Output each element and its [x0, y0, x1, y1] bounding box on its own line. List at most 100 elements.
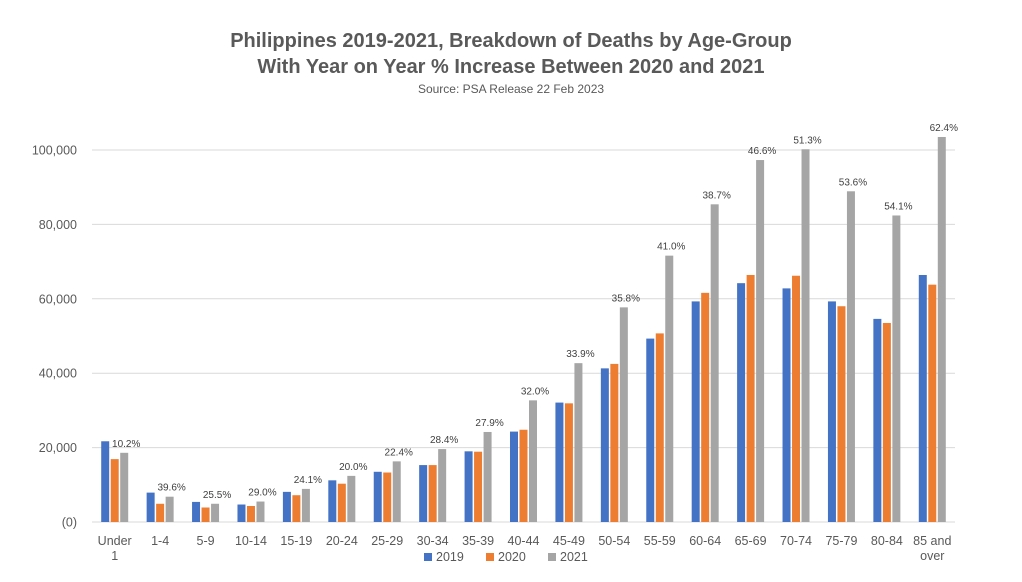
pct-increase-label: 62.4%: [930, 123, 958, 134]
bar-2021-18: [937, 136, 946, 523]
legend: 2019 2020 2021: [424, 550, 588, 564]
bar-2019-4: [282, 491, 291, 522]
percent-labels: 10.2% 39.6% 25.5% 29.0% 24.1% 20.0% 22.4% 28.4%…: [112, 123, 958, 501]
x-tick-label: 65-69: [735, 534, 767, 548]
bar-2020-0: [110, 459, 119, 522]
bar-2020-4: [292, 495, 301, 522]
bar-2019-0: [101, 441, 110, 522]
pct-increase-label: 32.0%: [521, 386, 549, 397]
legend-swatch-2021: [548, 553, 556, 561]
y-tick-label: (0): [62, 516, 77, 530]
bar-2020-2: [201, 507, 210, 522]
pct-increase-label: 53.6%: [839, 177, 867, 188]
bar-2021-4: [301, 488, 310, 522]
bar-2020-17: [882, 322, 891, 522]
pct-increase-label: 22.4%: [385, 447, 413, 458]
x-tick-label: 25-29: [371, 534, 403, 548]
y-tick-label: 60,000: [39, 292, 77, 306]
bar-2019-11: [600, 368, 609, 522]
bar-2019-5: [328, 480, 337, 522]
bar-2021-2: [211, 503, 220, 522]
chart-title-line-1: Philippines 2019-2021, Breakdown of Deat…: [230, 30, 792, 52]
pct-increase-label: 24.1%: [294, 475, 322, 486]
x-tick-label: 50-54: [598, 534, 630, 548]
chart-title-block: Philippines 2019-2021, Breakdown of Deat…: [0, 28, 1022, 97]
bar-2021-11: [619, 307, 628, 522]
x-tick-label: over: [920, 549, 944, 563]
pct-increase-label: 41.0%: [657, 242, 685, 253]
bar-2019-12: [646, 338, 655, 522]
bar-2019-15: [782, 288, 791, 522]
pct-increase-label: 10.2%: [112, 439, 140, 450]
bar-2019-3: [237, 504, 246, 522]
x-tick-label: 1-4: [151, 534, 169, 548]
x-tick-label: 55-59: [644, 534, 676, 548]
y-tick-label: 20,000: [39, 441, 77, 455]
bar-2019-17: [873, 318, 882, 522]
pct-increase-label: 54.1%: [884, 201, 912, 212]
bar-2019-18: [918, 274, 927, 522]
bar-2019-16: [827, 301, 836, 522]
legend-swatch-2020: [486, 553, 494, 561]
pct-increase-label: 33.9%: [566, 349, 594, 360]
x-tick-label: 60-64: [689, 534, 721, 548]
bar-2019-1: [146, 492, 155, 522]
bar-2019-9: [510, 431, 518, 522]
bar-2021-17: [892, 215, 901, 523]
pct-increase-label: 38.7%: [703, 190, 731, 201]
bar-2020-14: [746, 274, 755, 522]
bar-2021-10: [574, 363, 583, 522]
x-tick-label: 10-14: [235, 534, 267, 548]
bar-2019-13: [691, 301, 700, 522]
bar-2021-14: [756, 160, 765, 522]
pct-increase-label: 39.6%: [157, 483, 185, 494]
legend-label-2019: 2019: [436, 550, 464, 564]
legend-label-2021: 2021: [560, 550, 588, 564]
bar-2020-3: [246, 506, 255, 522]
bar-2021-12: [665, 255, 674, 522]
bar-2020-12: [655, 333, 664, 522]
bar-2020-1: [156, 503, 165, 522]
y-tick-label: 80,000: [39, 218, 77, 232]
bars: [101, 136, 946, 523]
chart-title-line-2: With Year on Year % Increase Between 202…: [257, 56, 765, 78]
pct-increase-label: 25.5%: [203, 490, 231, 501]
x-tick-label: 1: [111, 549, 118, 563]
bar-2020-9: [519, 429, 528, 522]
y-axis: (0) 20,000 40,000 60,000 80,000 100,000: [32, 144, 77, 530]
bar-2020-10: [564, 403, 573, 522]
bar-2020-8: [474, 451, 483, 522]
x-tick-label: 75-79: [825, 534, 857, 548]
x-tick-label: 40-44: [508, 534, 540, 548]
pct-increase-label: 29.0%: [248, 488, 276, 499]
bar-2021-7: [438, 449, 447, 522]
bar-2019-14: [737, 283, 746, 522]
bar-2021-9: [529, 400, 537, 522]
bar-2020-7: [428, 465, 437, 522]
bar-2020-13: [701, 292, 710, 522]
bar-2019-10: [555, 402, 564, 522]
bar-2021-5: [347, 475, 356, 522]
bar-2021-6: [392, 461, 401, 522]
bar-2021-15: [801, 149, 810, 523]
bar-2019-6: [373, 471, 382, 522]
pct-increase-label: 28.4%: [430, 435, 458, 446]
x-tick-label: 35-39: [462, 534, 494, 548]
bar-2021-3: [256, 501, 265, 522]
x-tick-label: 20-24: [326, 534, 358, 548]
bar-2020-16: [837, 306, 846, 522]
pct-increase-label: 35.8%: [612, 293, 640, 304]
y-tick-label: 40,000: [39, 367, 77, 381]
pct-increase-label: 27.9%: [475, 418, 503, 429]
bar-2019-8: [464, 451, 473, 522]
bar-2020-18: [928, 284, 937, 522]
bar-2019-7: [419, 465, 428, 522]
x-tick-label: 85 and: [913, 534, 951, 548]
bar-2021-0: [120, 452, 129, 522]
x-tick-label: 70-74: [780, 534, 812, 548]
bar-2021-16: [846, 191, 855, 523]
pct-increase-label: 20.0%: [339, 462, 367, 473]
x-tick-label: 30-34: [417, 534, 449, 548]
